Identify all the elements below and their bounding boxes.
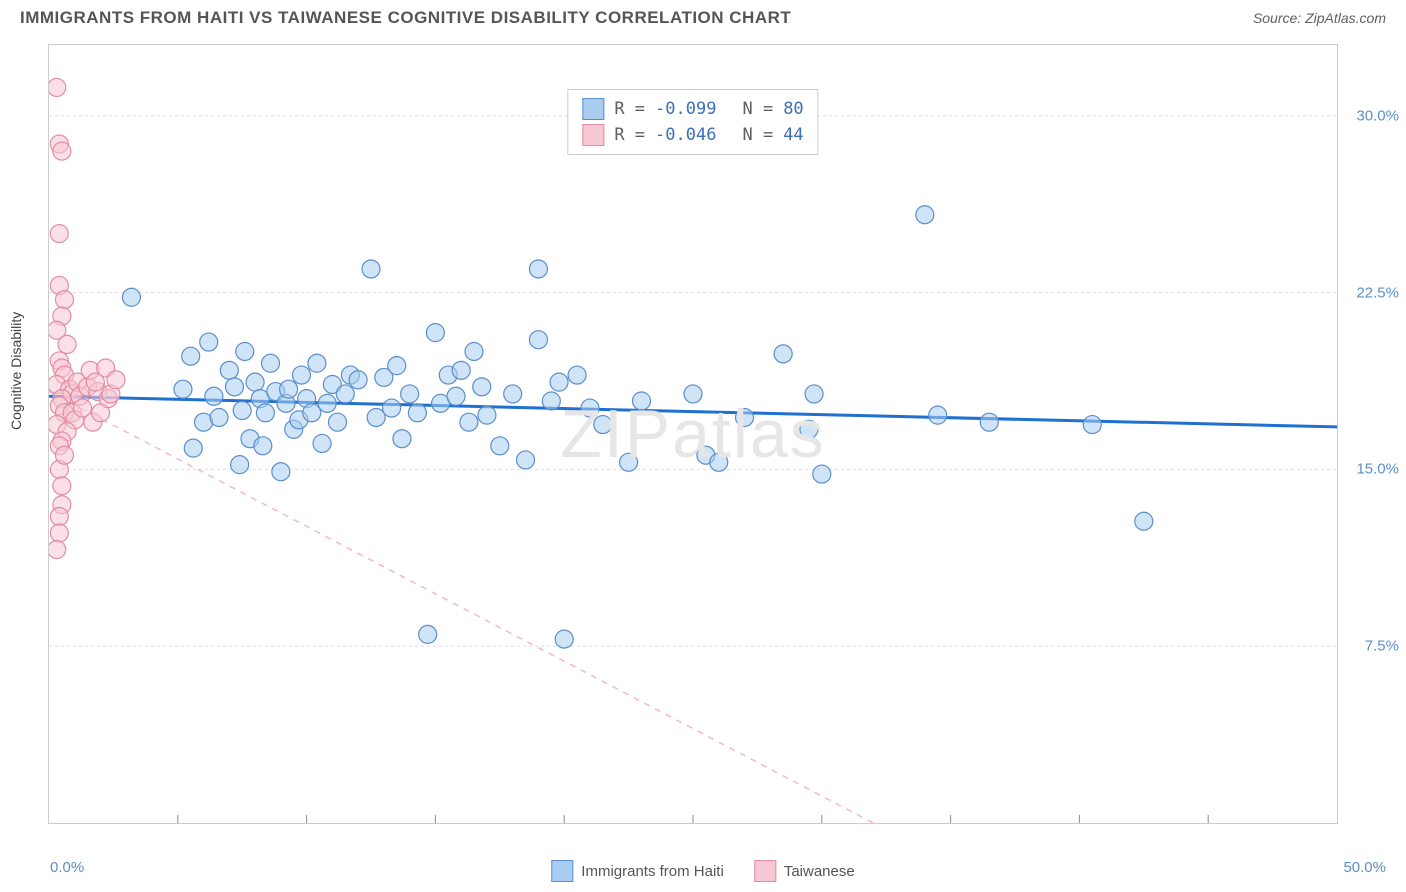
stats-row: R = -0.099 N = 80 bbox=[582, 96, 803, 122]
stat-r-value: -0.046 bbox=[655, 122, 716, 148]
x-tick-max: 50.0% bbox=[1343, 859, 1386, 876]
series-swatch bbox=[582, 124, 604, 146]
stats-legend-box: R = -0.099 N = 80 R = -0.046 N = 44 bbox=[567, 89, 818, 155]
series-swatch bbox=[582, 98, 604, 120]
chart-area: ZIPatlas R = -0.099 N = 80 R = -0.046 N … bbox=[48, 44, 1338, 824]
legend-label: Taiwanese bbox=[784, 863, 855, 880]
bottom-legend: Immigrants from Haiti Taiwanese bbox=[551, 860, 854, 882]
scatter-plot bbox=[49, 45, 1337, 823]
stat-r-label: R = bbox=[614, 122, 645, 148]
stat-n-label: N = bbox=[742, 96, 773, 122]
stat-n-value: 44 bbox=[783, 122, 803, 148]
stat-n-label: N = bbox=[742, 122, 773, 148]
x-tick-min: 0.0% bbox=[50, 859, 84, 876]
legend-swatch bbox=[754, 860, 776, 882]
legend-item: Immigrants from Haiti bbox=[551, 860, 724, 882]
legend-swatch bbox=[551, 860, 573, 882]
stat-n-value: 80 bbox=[783, 96, 803, 122]
stat-r-value: -0.099 bbox=[655, 96, 716, 122]
legend-item: Taiwanese bbox=[754, 860, 855, 882]
stat-r-label: R = bbox=[614, 96, 645, 122]
chart-title: IMMIGRANTS FROM HAITI VS TAIWANESE COGNI… bbox=[20, 8, 791, 28]
legend-label: Immigrants from Haiti bbox=[581, 863, 724, 880]
y-tick-label: 22.5% bbox=[1356, 284, 1399, 301]
source-label: Source: ZipAtlas.com bbox=[1253, 10, 1386, 26]
y-tick-label: 7.5% bbox=[1365, 638, 1399, 655]
stats-row: R = -0.046 N = 44 bbox=[582, 122, 803, 148]
y-tick-label: 30.0% bbox=[1356, 107, 1399, 124]
y-tick-label: 15.0% bbox=[1356, 461, 1399, 478]
y-axis-label: Cognitive Disability bbox=[8, 312, 24, 430]
